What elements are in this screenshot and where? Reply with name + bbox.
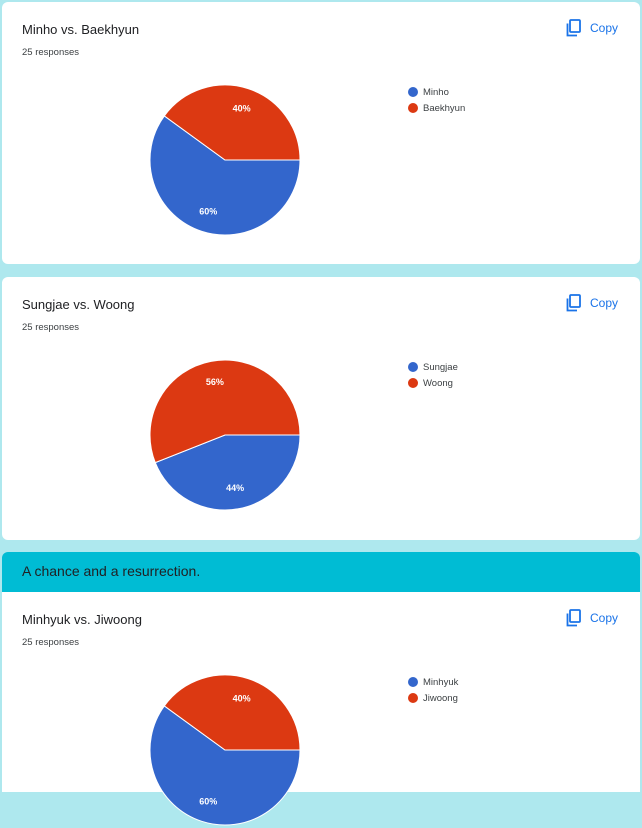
pie-chart: 44% 56% [149, 359, 301, 511]
copy-label: Copy [589, 296, 618, 310]
pie-slice-label: 60% [199, 206, 217, 216]
question-title: Minho vs. Baekhyun [22, 22, 140, 37]
legend-dot [408, 378, 418, 388]
pie-chart: 60% 40% [149, 674, 301, 826]
question-card-3: Minhyuk vs. Jiwoong 25 responses Copy 60… [2, 592, 640, 826]
pie-slice-label: 56% [206, 377, 224, 387]
pie-slice-label: 40% [233, 104, 251, 114]
legend-item: Jiwoong [408, 690, 458, 706]
legend-label: Jiwoong [423, 692, 458, 704]
copy-label: Copy [589, 21, 618, 35]
legend-label: Woong [423, 377, 453, 389]
response-count: 25 responses [22, 47, 80, 58]
section-title: A chance and a resurrection. [22, 563, 201, 579]
copy-icon [566, 294, 582, 312]
chart-legend: Sungjae Woong [408, 359, 458, 391]
pie-slice-label: 44% [226, 483, 244, 493]
question-title: Sungjae vs. Woong [22, 297, 135, 312]
copy-button[interactable]: Copy [566, 19, 618, 37]
legend-dot [408, 693, 418, 703]
legend-item: Minho [408, 84, 465, 100]
copy-label: Copy [589, 611, 618, 625]
question-title: Minhyuk vs. Jiwoong [22, 612, 142, 627]
pie-chart: 60% 40% [149, 84, 301, 236]
chart-legend: Minho Baekhyun [408, 84, 465, 116]
question-card-2: Sungjae vs. Woong 25 responses Copy 44% 5… [2, 277, 640, 540]
response-count: 25 responses [22, 637, 80, 648]
pie-slice-woong [149, 359, 301, 464]
legend-item: Woong [408, 375, 458, 391]
pie-slice-jiwoong [163, 674, 301, 751]
copy-icon [566, 609, 582, 627]
section-header: A chance and a resurrection. [2, 552, 640, 592]
legend-dot [408, 362, 418, 372]
pie-slice-label: 40% [233, 694, 251, 704]
chart-legend: Minhyuk Jiwoong [408, 674, 458, 706]
legend-dot [408, 103, 418, 113]
copy-button[interactable]: Copy [566, 609, 618, 627]
legend-item: Minhyuk [408, 674, 458, 690]
legend-item: Sungjae [408, 359, 458, 375]
legend-label: Baekhyun [423, 102, 466, 114]
legend-item: Baekhyun [408, 100, 465, 116]
response-count: 25 responses [22, 322, 80, 333]
legend-label: Sungjae [423, 361, 458, 373]
legend-dot [408, 677, 418, 687]
legend-label: Minhyuk [423, 676, 459, 688]
pie-slice-baekhyun [163, 84, 301, 161]
copy-icon [566, 19, 582, 37]
pie-slice-minho [149, 115, 301, 236]
pie-slice-sungjae [154, 434, 301, 511]
legend-dot [408, 87, 418, 97]
pie-slice-label: 60% [199, 796, 217, 806]
legend-label: Minho [423, 86, 449, 98]
question-card-1: Minho vs. Baekhyun 25 responses Copy 60%… [2, 2, 640, 264]
copy-button[interactable]: Copy [566, 294, 618, 312]
